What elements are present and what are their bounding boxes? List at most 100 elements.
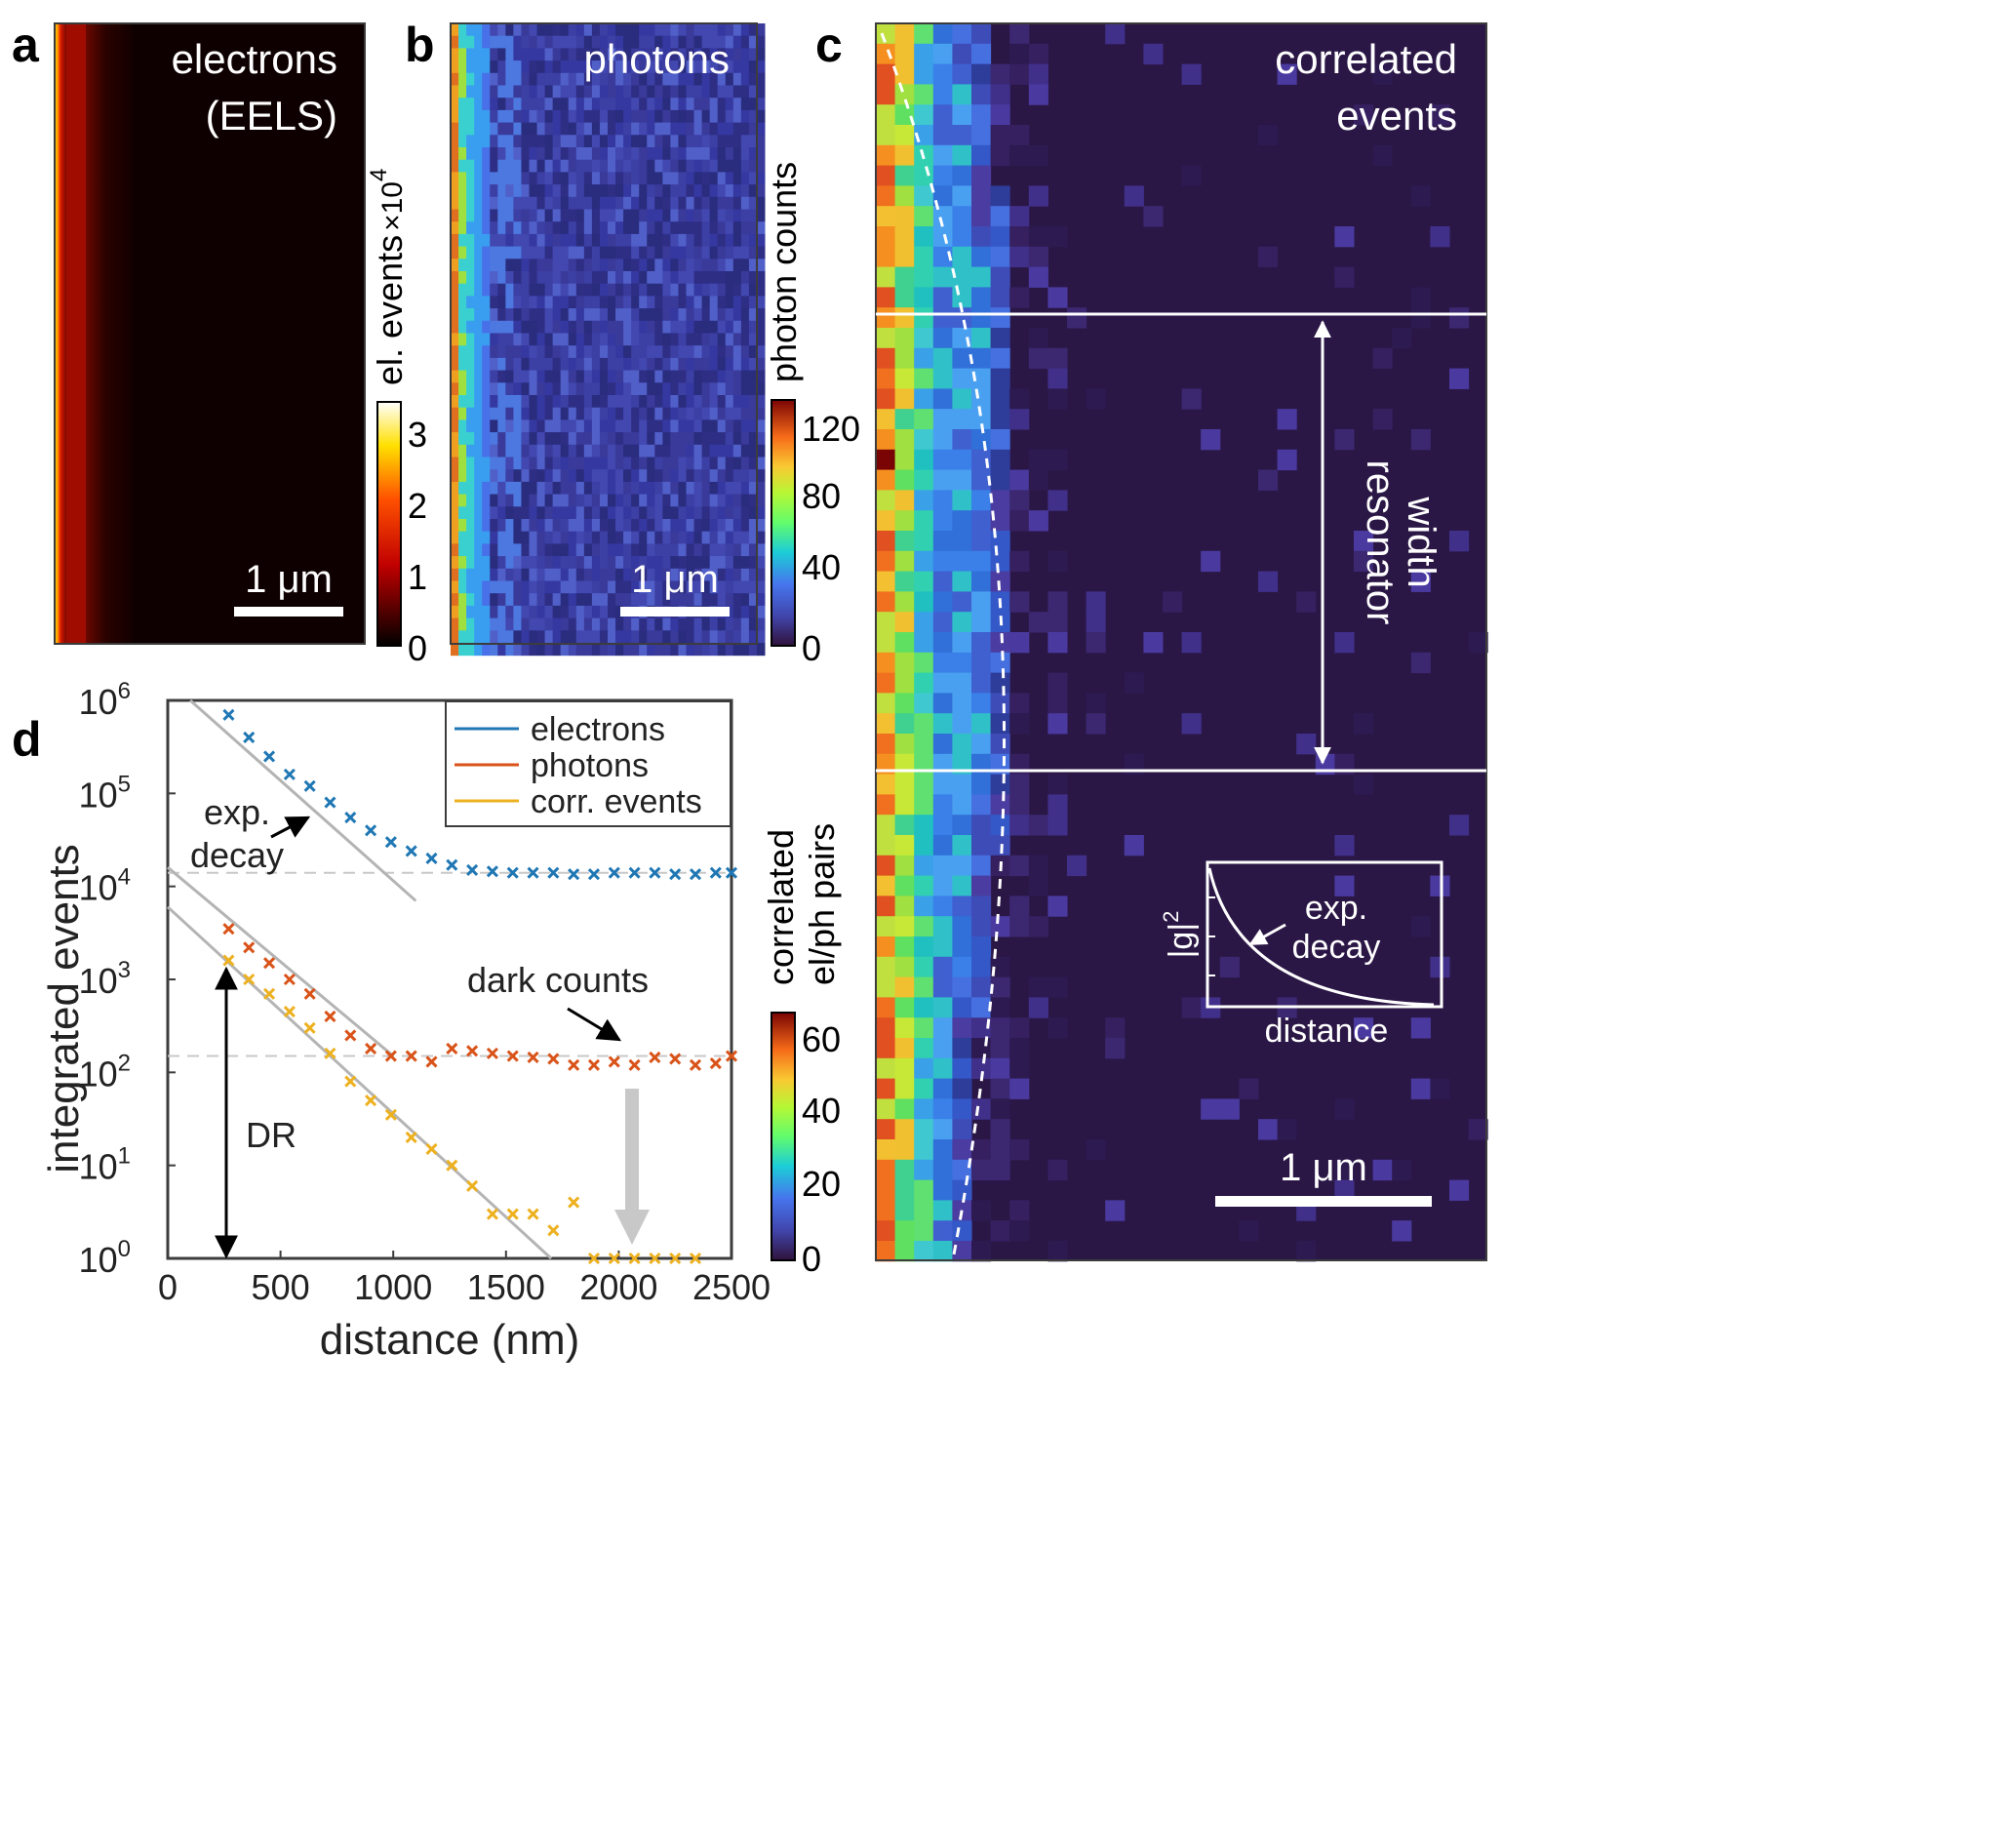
heatmap-b-cell <box>709 259 719 272</box>
heatmap-b-cell <box>701 221 711 235</box>
heatmap-b-cell <box>536 122 546 136</box>
heatmap-c-cell <box>932 226 953 248</box>
heatmap-c-cell <box>914 672 934 694</box>
heatmap-b-cell <box>678 72 687 86</box>
heatmap-c-cell <box>876 531 896 552</box>
point-photons <box>446 1042 458 1055</box>
heatmap-b-cell <box>568 271 577 285</box>
heatmap-c-cell <box>952 84 972 105</box>
heatmap-b-cell <box>568 109 577 124</box>
heatmap-b-cell <box>521 320 530 334</box>
heatmap-b-cell <box>583 519 593 533</box>
heatmap-b-cell <box>709 147 719 161</box>
heatmap-b-cell <box>536 308 546 322</box>
heatmap-b-cell <box>647 172 655 185</box>
heatmap-c-cell <box>1105 1038 1126 1059</box>
heatmap-b-cell <box>615 23 624 37</box>
heatmap-c-cell <box>952 409 972 430</box>
heatmap-b-cell <box>583 147 593 161</box>
heatmap-c-cell <box>1258 246 1279 268</box>
heatmap-b-cell <box>725 233 734 248</box>
heatmap-c-cell <box>971 226 992 248</box>
heatmap-b-cell <box>583 481 593 496</box>
heatmap-b-cell <box>474 172 483 185</box>
heatmap-b-cell <box>654 35 663 49</box>
heatmap-b-cell <box>631 283 640 297</box>
heatmap-c-cell <box>1086 693 1106 714</box>
heatmap-b-cell <box>693 432 703 446</box>
panel-c-heatmap <box>876 23 1488 1262</box>
heatmap-b-cell <box>670 184 679 198</box>
heatmap-c-cell <box>1430 226 1450 248</box>
point-photons <box>466 1045 479 1057</box>
heatmap-b-cell <box>482 147 491 161</box>
heatmap-b-cell <box>725 519 734 533</box>
heatmap-b-cell <box>466 147 475 161</box>
heatmap-b-cell <box>670 296 679 309</box>
heatmap-b-cell <box>536 357 546 372</box>
heatmap-b-cell <box>662 122 671 136</box>
heatmap-b-cell <box>631 60 640 74</box>
heatmap-b-cell <box>521 23 530 37</box>
heatmap-c-cell <box>971 388 992 410</box>
heatmap-b-cell <box>740 568 750 581</box>
heatmap-c-cell <box>1258 125 1279 146</box>
heatmap-b-cell <box>482 568 491 581</box>
heatmap-b-cell <box>505 593 514 607</box>
colorbar-c-tick-0: 0 <box>802 1239 821 1279</box>
heatmap-b-cell <box>497 233 506 248</box>
heatmap-b-cell <box>709 357 719 372</box>
heatmap-c-cell <box>876 916 896 937</box>
heatmap-b-cell <box>474 23 483 37</box>
heatmap-c-cell <box>1334 1098 1355 1120</box>
heatmap-c-cell <box>914 368 934 389</box>
heatmap-b-cell <box>513 593 522 607</box>
heatmap-b-cell <box>497 135 506 148</box>
heatmap-b-cell <box>631 407 640 420</box>
panel-c-scalebar <box>1215 1196 1432 1207</box>
heatmap-b-cell <box>608 23 616 37</box>
heatmap-c-cell <box>952 1220 972 1242</box>
heatmap-b-cell <box>647 643 655 657</box>
heatmap-b-cell <box>717 283 727 297</box>
heatmap-c-cell <box>932 1220 953 1242</box>
heatmap-b-cell <box>591 271 601 285</box>
heatmap-c-cell <box>971 815 992 836</box>
heatmap-b-cell <box>513 457 522 470</box>
heatmap-b-cell <box>451 109 459 124</box>
heatmap-b-cell <box>717 556 727 570</box>
heatmap-b-cell <box>740 556 750 570</box>
heatmap-b-cell <box>748 419 758 433</box>
heatmap-c-cell <box>932 1119 953 1140</box>
heatmap-b-cell <box>599 556 609 570</box>
heatmap-c-cell <box>971 144 992 167</box>
heatmap-b-cell <box>701 370 711 383</box>
heatmap-b-cell <box>513 221 522 235</box>
heatmap-c-cell <box>932 794 953 816</box>
heatmap-b-cell <box>497 23 506 37</box>
heatmap-b-cell <box>717 395 727 409</box>
heatmap-c-cell <box>1105 1200 1126 1221</box>
point-photons <box>547 1053 560 1065</box>
heatmap-b-cell <box>701 617 711 631</box>
heatmap-c-cell <box>932 632 953 654</box>
heatmap-b-cell <box>623 135 632 148</box>
heatmap-b-cell <box>693 568 703 581</box>
heatmap-b-cell <box>693 184 703 198</box>
heatmap-c-cell <box>894 125 915 146</box>
heatmap-b-cell <box>521 370 530 383</box>
heatmap-b-cell <box>490 617 498 631</box>
heatmap-b-cell <box>599 259 609 272</box>
heatmap-c-cell <box>952 956 972 978</box>
colorbar-a-exp: 4 <box>366 169 392 181</box>
heatmap-b-cell <box>544 60 554 74</box>
heatmap-b-cell <box>529 531 538 544</box>
heatmap-b-cell <box>693 506 703 520</box>
legend-label: photons <box>531 747 649 784</box>
heatmap-b-cell <box>599 593 609 607</box>
heatmap-b-cell <box>709 543 719 557</box>
heatmap-b-cell <box>615 283 624 297</box>
heatmap-b-cell <box>536 172 546 185</box>
heatmap-b-cell <box>686 531 695 544</box>
heatmap-c-cell <box>1028 144 1048 167</box>
